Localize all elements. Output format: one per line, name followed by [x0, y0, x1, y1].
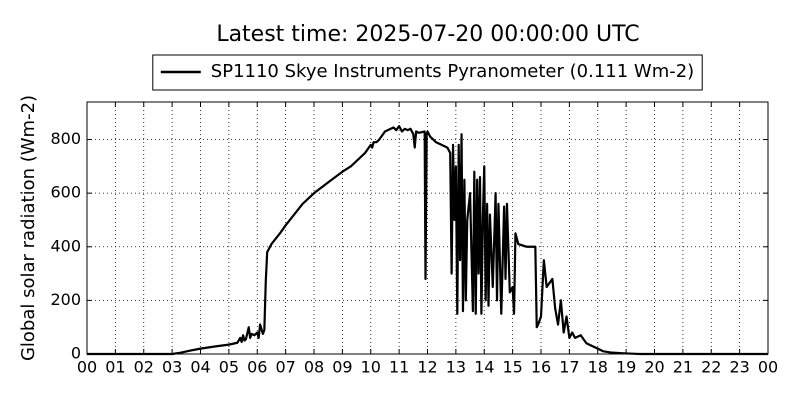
x-tick-label: 15: [502, 358, 522, 377]
chart-title: Latest time: 2025-07-20 00:00:00 UTC: [216, 22, 639, 47]
x-tick-label: 04: [190, 358, 210, 377]
x-tick-label: 19: [616, 358, 636, 377]
x-tick-label: 14: [474, 358, 494, 377]
x-tick-label: 17: [559, 358, 579, 377]
plot-frame: [86, 101, 769, 355]
y-tick-label: 600: [50, 183, 81, 202]
legend-box: [152, 54, 703, 91]
x-tick-label: 11: [389, 358, 409, 377]
x-tick-label: 22: [701, 358, 721, 377]
y-tick-label: 400: [50, 236, 81, 255]
x-tick-label: 12: [417, 358, 437, 377]
x-tick-label: 00: [758, 358, 778, 377]
x-tick-label: 09: [332, 358, 352, 377]
data-line: [87, 125, 768, 356]
y-tick-label: 200: [50, 290, 81, 309]
x-tick-label: 05: [219, 358, 239, 377]
x-tick-label: 03: [162, 358, 182, 377]
y-tick-label: 0: [71, 344, 81, 363]
x-tick-label: 16: [531, 358, 551, 377]
x-tick-label: 10: [361, 358, 381, 377]
x-tick-label: 08: [304, 358, 324, 377]
x-tick-label: 06: [247, 358, 267, 377]
x-tick-label: 13: [446, 358, 466, 377]
x-tick-label: 02: [134, 358, 154, 377]
x-tick-label: 18: [588, 358, 608, 377]
x-tick-label: 23: [729, 358, 749, 377]
x-tick-label: 01: [105, 358, 125, 377]
x-tick-label: 21: [673, 358, 693, 377]
y-axis-label: Global solar radiation (Wm-2): [18, 95, 39, 361]
x-tick-label: 20: [644, 358, 664, 377]
y-tick-label: 800: [50, 129, 81, 148]
x-tick-label: 07: [275, 358, 295, 377]
legend-label: SP1110 Skye Instruments Pyranometer (0.1…: [211, 61, 694, 82]
x-tick-label: 00: [77, 358, 97, 377]
